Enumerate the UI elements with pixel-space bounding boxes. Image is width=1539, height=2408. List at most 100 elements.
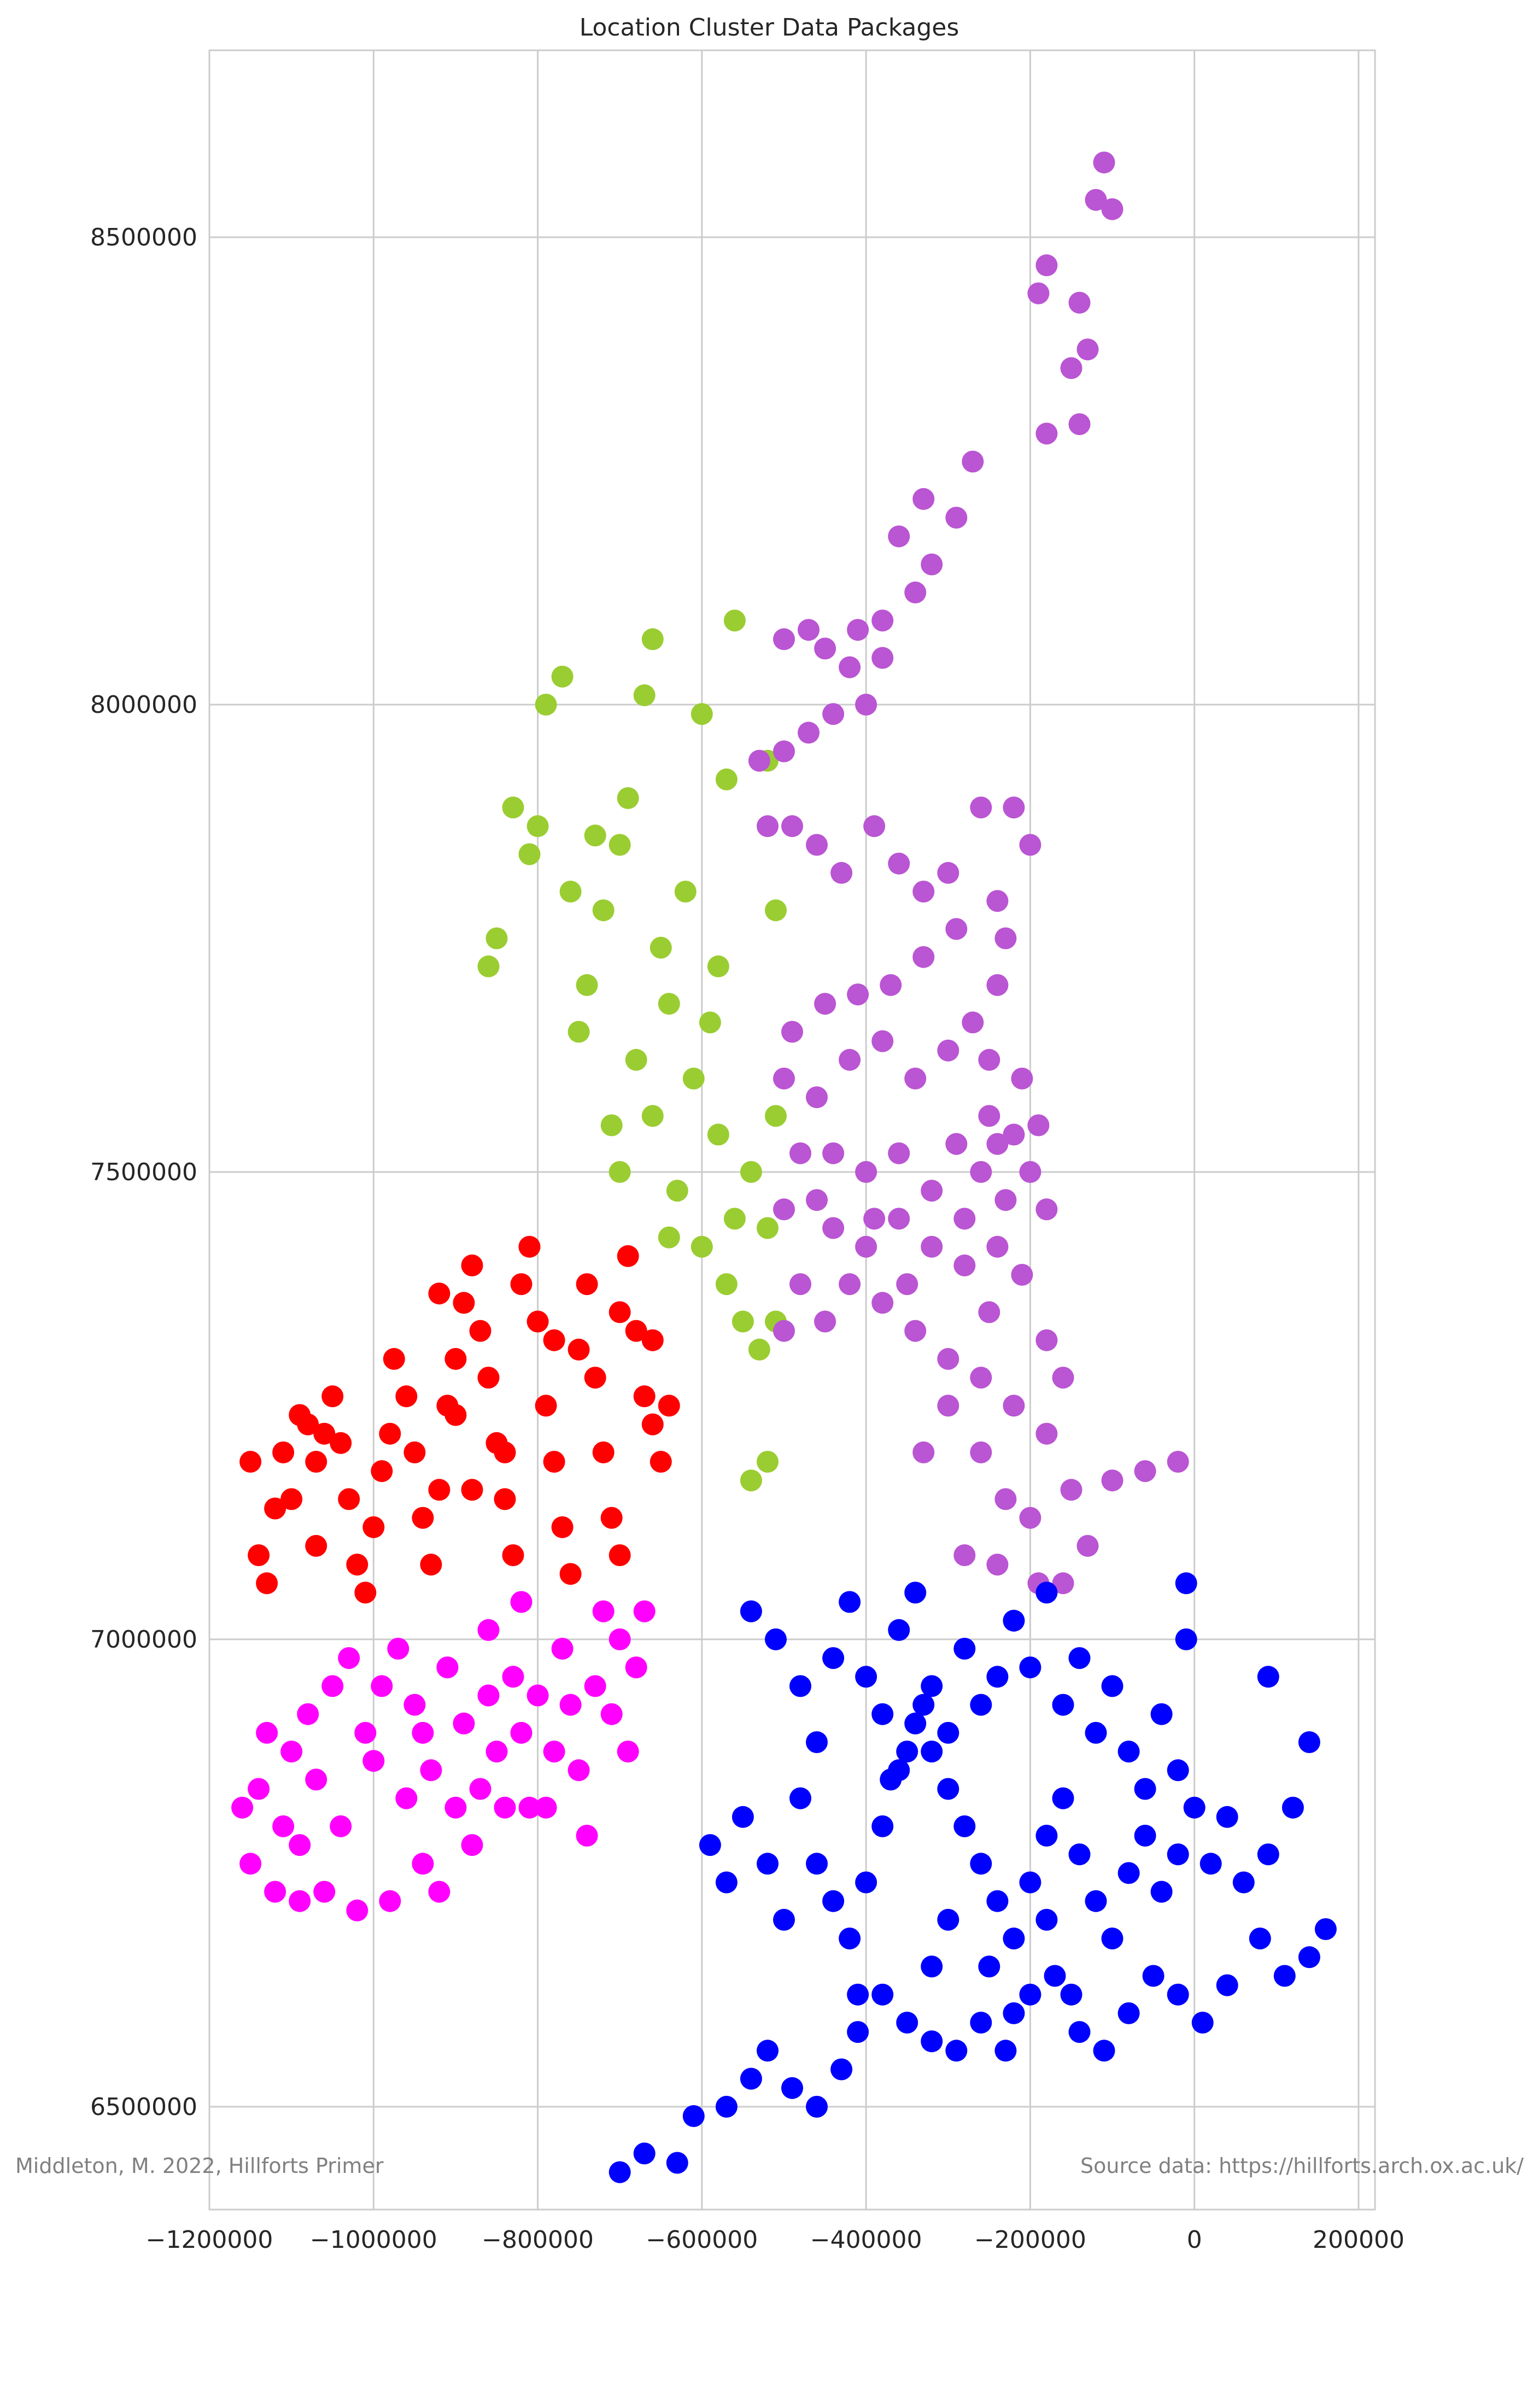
data-point [248, 1778, 270, 1800]
data-point [567, 1021, 590, 1043]
data-point [518, 1796, 541, 1819]
data-point [888, 1619, 910, 1641]
cluster-4 [748, 151, 1189, 1595]
data-point [1117, 2002, 1140, 2024]
data-point [986, 1554, 1009, 1576]
data-point [896, 2012, 918, 2034]
data-point [510, 1591, 532, 1613]
data-point [658, 1395, 680, 1417]
data-point [395, 1787, 418, 1809]
data-point [666, 1180, 688, 1202]
data-point [863, 1208, 886, 1230]
data-point [953, 1815, 976, 1837]
data-point [305, 1451, 327, 1473]
data-point [871, 1983, 894, 2006]
data-point [567, 1338, 590, 1361]
data-point [584, 1675, 606, 1697]
data-point [559, 881, 582, 903]
data-point [814, 637, 836, 660]
data-point [715, 2095, 738, 2118]
data-point [937, 1908, 959, 1931]
data-point [1093, 151, 1115, 174]
data-point [757, 1451, 779, 1473]
data-point [798, 722, 820, 744]
data-point [633, 2142, 656, 2165]
data-point [732, 1806, 754, 1828]
data-point [888, 1208, 910, 1230]
data-point [822, 1142, 845, 1164]
data-point [641, 1413, 664, 1436]
data-point [625, 1656, 647, 1679]
cluster-3 [477, 610, 787, 1492]
data-point [847, 983, 869, 1006]
data-point [921, 1741, 943, 1763]
data-point [855, 1161, 877, 1183]
data-point [1060, 1479, 1082, 1501]
y-axis-ticks: 6500000 7000000 7500000 8000000 8500000 [90, 224, 197, 2121]
data-point [781, 2077, 803, 2099]
data-point [535, 694, 557, 716]
data-point [994, 2040, 1017, 2062]
data-point [953, 1638, 976, 1660]
data-point [953, 1254, 976, 1276]
data-point [461, 1254, 483, 1276]
data-point [822, 1890, 845, 1912]
data-point [871, 1703, 894, 1725]
data-point [387, 1638, 409, 1660]
data-point [994, 1488, 1017, 1510]
data-point [962, 450, 984, 473]
data-point [699, 1834, 721, 1856]
data-point [1052, 1572, 1074, 1595]
data-point [773, 1908, 795, 1931]
data-points [231, 151, 1337, 2183]
data-point [592, 1600, 615, 1622]
data-point [1216, 1974, 1238, 1996]
data-point [855, 1235, 877, 1258]
data-point [543, 1741, 565, 1763]
data-point [551, 1638, 574, 1660]
data-point [1068, 1647, 1091, 1669]
data-point [814, 993, 836, 1015]
data-point [428, 1282, 450, 1305]
data-point [649, 936, 672, 959]
data-point [592, 1441, 615, 1463]
data-point [937, 1721, 959, 1744]
data-point [1052, 1367, 1074, 1389]
data-point [822, 1647, 845, 1669]
data-point [1232, 1871, 1255, 1894]
x-tick-label: 0 [1187, 2226, 1202, 2254]
data-point [1273, 1965, 1296, 1987]
data-point [937, 1778, 959, 1800]
data-point [937, 862, 959, 884]
data-point [494, 1796, 516, 1819]
data-point [839, 1927, 861, 1950]
data-point [1035, 1422, 1058, 1445]
data-point [921, 2030, 943, 2053]
data-point [880, 1768, 902, 1791]
y-tick-label: 8000000 [90, 691, 197, 719]
data-point [543, 1451, 565, 1473]
data-point [855, 694, 877, 716]
data-point [723, 610, 746, 632]
data-point [592, 899, 615, 922]
data-point [494, 1441, 516, 1463]
data-point [945, 918, 968, 940]
data-point [608, 2161, 631, 2183]
data-point [707, 955, 729, 977]
y-tick-label: 8500000 [90, 224, 197, 251]
data-point [502, 796, 524, 819]
data-point [321, 1675, 344, 1697]
x-tick-label: −400000 [810, 2226, 922, 2254]
data-point [962, 1011, 984, 1034]
data-point [830, 862, 853, 884]
data-point [551, 665, 574, 688]
data-point [428, 1479, 450, 1501]
data-point [986, 1890, 1009, 1912]
data-point [633, 684, 656, 706]
data-point [986, 890, 1009, 912]
data-point [994, 927, 1017, 950]
x-tick-label: −1000000 [310, 2226, 437, 2254]
data-point [970, 1161, 992, 1183]
data-point [699, 1011, 721, 1034]
data-point [986, 1133, 1009, 1155]
